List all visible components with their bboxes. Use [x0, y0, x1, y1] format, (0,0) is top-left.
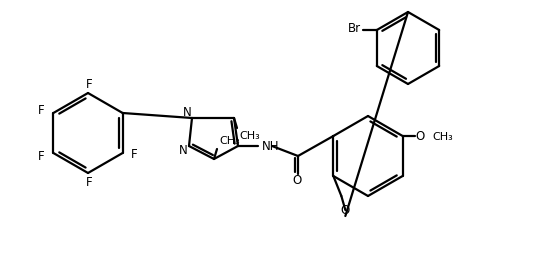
Text: O: O [292, 174, 302, 188]
Text: N: N [183, 106, 191, 119]
Text: F: F [86, 176, 92, 189]
Text: CH₃: CH₃ [433, 132, 453, 142]
Text: F: F [131, 148, 138, 160]
Text: O: O [341, 205, 350, 218]
Text: CH₃: CH₃ [239, 131, 260, 141]
Text: F: F [38, 149, 44, 163]
Text: NH: NH [262, 139, 279, 152]
Text: F: F [86, 77, 92, 90]
Text: F: F [38, 103, 44, 117]
Text: Br: Br [348, 23, 361, 35]
Text: N: N [178, 143, 188, 156]
Text: CH₃: CH₃ [219, 136, 240, 146]
Text: O: O [415, 130, 425, 143]
